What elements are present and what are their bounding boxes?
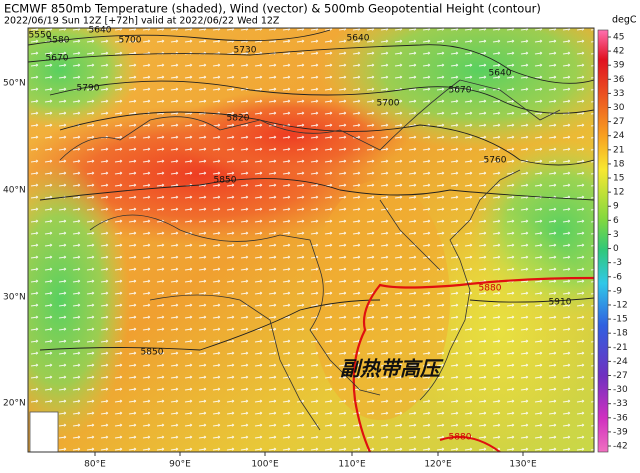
lon-label: 100°E: [251, 460, 279, 470]
lon-label: 90°E: [169, 460, 191, 470]
contour-label: 5820: [227, 114, 250, 124]
lon-label: 80°E: [84, 460, 106, 470]
annotation: 副热带高压: [340, 357, 444, 381]
colorbar-tick-label: 42: [613, 47, 624, 57]
contour-label: 5670: [449, 86, 472, 96]
map-field: [28, 28, 594, 452]
colorbar-tick-label: 27: [613, 117, 624, 127]
contour-label: 5640: [489, 69, 512, 79]
map-subtitle: 2022/06/19 Sun 12Z [+72h] valid at 2022/…: [4, 16, 280, 27]
contour-label: 5850: [141, 348, 164, 358]
contour-label: 5640: [347, 34, 370, 44]
colorbar-tick-label: -33: [613, 399, 628, 409]
colorbar-tick-label: 6: [613, 216, 619, 226]
colorbar-tick-label: 39: [613, 61, 625, 71]
lat-label: 40°N: [3, 186, 26, 196]
colorbar-tick-label: 33: [613, 89, 624, 99]
lon-label: 120°E: [424, 460, 452, 470]
map-title: ECMWF 850mb Temperature (shaded), Wind (…: [4, 2, 541, 16]
colorbar-tick-label: 12: [613, 188, 624, 198]
colorbar-tick-label: -42: [613, 442, 628, 452]
colorbar-tick-label: 30: [613, 103, 625, 113]
colorbar-tick-label: -18: [613, 329, 628, 339]
colorbar-tick-label: 21: [613, 145, 624, 155]
colorbar-tick-label: -9: [613, 286, 622, 296]
colorbar-tick-label: -30: [613, 385, 628, 395]
contour-label: 5910: [549, 298, 572, 308]
colorbar-tick-label: 24: [613, 131, 625, 141]
map-frame: [27, 27, 595, 453]
contour-label: 5760: [484, 156, 507, 166]
contour-label: 5670: [46, 54, 69, 64]
contour-label: 5850: [214, 176, 237, 186]
colorbar-tick-label: -21: [613, 343, 628, 353]
contour-label: 5700: [377, 99, 400, 109]
lat-label: 30°N: [3, 293, 26, 303]
lat-label: 50°N: [3, 79, 26, 89]
colorbar-tick-label: -24: [613, 357, 628, 367]
colorbar-tick-label: 3: [613, 230, 619, 240]
contour-label: 5880: [479, 284, 502, 294]
colorbar-tick-label: 36: [613, 75, 625, 85]
colorbar-tick-label: 18: [613, 159, 625, 169]
contour-label: 5640: [89, 26, 112, 36]
colorbar-tick-label: 15: [613, 174, 624, 184]
colorbar-tick-label: -39: [613, 427, 628, 437]
colorbar-tick-label: -3: [613, 258, 622, 268]
colorbar-tick-label: -27: [613, 371, 628, 381]
colorbar-tick-label: -36: [613, 413, 628, 423]
colorbar-unit: degC: [612, 15, 637, 26]
lon-label: 110°E: [338, 460, 366, 470]
contour-label: 5790: [77, 84, 100, 94]
colorbar-tick-label: -15: [613, 315, 628, 325]
colorbar-tick-label: -12: [613, 300, 628, 310]
lat-label: 20°N: [3, 399, 26, 409]
lon-label: 130°E: [509, 460, 537, 470]
contour-label: 5580: [47, 36, 70, 46]
contour-label: 5700: [119, 36, 142, 46]
colorbar-tick-label: -6: [613, 272, 622, 282]
colorbar: [597, 29, 609, 453]
contour-label: 5730: [234, 46, 257, 56]
colorbar-tick-label: 45: [613, 33, 624, 43]
contour-label: 5550: [29, 31, 52, 41]
colorbar-tick-label: 9: [613, 202, 619, 212]
contour-label: 5880: [449, 433, 472, 443]
colorbar-tick-label: 0: [613, 244, 619, 254]
